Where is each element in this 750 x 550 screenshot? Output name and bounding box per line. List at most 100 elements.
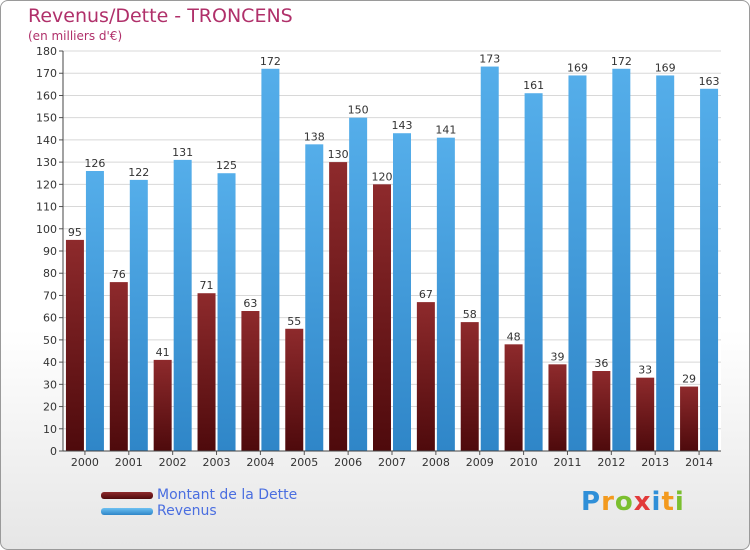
x-tick-label: 2002 (159, 456, 187, 469)
y-tick-label: 90 (43, 245, 57, 258)
x-tick-label: 2007 (378, 456, 406, 469)
data-label: 76 (112, 268, 126, 281)
y-tick-label: 170 (36, 67, 57, 80)
bar-revenus (568, 75, 587, 451)
x-tick-label: 2006 (334, 456, 362, 469)
bar-dette (592, 371, 611, 451)
x-tick-label: 2009 (466, 456, 494, 469)
y-tick-label: 40 (43, 356, 57, 369)
data-label: 95 (68, 226, 82, 239)
bar-revenus (393, 133, 411, 451)
bar-revenus (524, 93, 543, 451)
y-tick-label: 80 (43, 267, 57, 280)
data-label: 36 (594, 357, 608, 370)
y-tick-label: 10 (43, 423, 57, 436)
legend-label-dette: Montant de la Dette (157, 487, 298, 503)
bar-dette (197, 293, 216, 451)
x-tick-label: 2004 (246, 456, 274, 469)
y-tick-label: 0 (50, 445, 57, 458)
y-tick-label: 30 (43, 378, 57, 391)
bar-dette (285, 328, 304, 451)
brand-letter: t (661, 487, 675, 517)
data-label: 143 (392, 119, 413, 132)
data-label: 125 (216, 159, 237, 172)
bar-dette (373, 184, 391, 452)
brand-logo: Proxiti (581, 487, 685, 517)
bar-revenus (700, 88, 719, 452)
y-tick-label: 160 (36, 89, 57, 102)
x-tick-label: 2011 (553, 456, 581, 469)
data-label: 48 (507, 330, 521, 343)
x-tick-label: 2013 (641, 456, 669, 469)
data-label: 141 (435, 124, 456, 137)
y-tick-label: 60 (43, 312, 57, 325)
y-tick-label: 50 (43, 334, 57, 347)
bar-revenus (261, 68, 280, 452)
bar-dette (65, 239, 84, 451)
bar-dette (153, 359, 172, 451)
data-label: 33 (638, 364, 652, 377)
y-tick-label: 100 (36, 223, 57, 236)
bar-revenus (85, 171, 104, 451)
data-label: 41 (156, 346, 170, 359)
x-tick-label: 2003 (203, 456, 231, 469)
legend-swatch-dette (101, 492, 153, 499)
data-label: 163 (699, 75, 720, 88)
legend-swatch-revenus (101, 508, 153, 515)
bar-revenus (349, 117, 368, 452)
data-label: 58 (463, 308, 477, 321)
bar-revenus (305, 144, 324, 452)
data-label: 67 (419, 288, 433, 301)
bar-dette (548, 364, 567, 451)
x-tick-label: 2000 (71, 456, 99, 469)
bar-dette (329, 162, 348, 451)
bar-revenus (612, 68, 631, 452)
x-tick-label: 2012 (597, 456, 625, 469)
bar-dette (504, 344, 523, 451)
y-tick-label: 180 (36, 45, 57, 58)
data-label: 172 (611, 55, 632, 68)
data-label: 173 (479, 53, 500, 66)
y-tick-label: 150 (36, 112, 57, 125)
x-tick-label: 2010 (510, 456, 538, 469)
chart-subtitle: (en milliers d'€) (28, 29, 123, 43)
data-label: 138 (304, 130, 325, 143)
data-label: 120 (372, 170, 393, 183)
data-label: 71 (200, 279, 214, 292)
data-label: 63 (243, 297, 257, 310)
data-label: 126 (84, 157, 105, 170)
y-tick-label: 70 (43, 289, 57, 302)
x-tick-label: 2001 (115, 456, 143, 469)
bar-dette (109, 282, 128, 451)
data-label: 130 (328, 148, 349, 161)
y-tick-label: 140 (36, 134, 57, 147)
data-label: 55 (287, 315, 301, 328)
brand-letter: r (601, 487, 615, 517)
chart-title: Revenus/Dette - TRONCENS (28, 5, 293, 27)
bar-revenus (173, 159, 192, 451)
bar-revenus (436, 137, 455, 451)
x-tick-label: 2008 (422, 456, 450, 469)
bar-revenus (656, 75, 675, 451)
legend-label-revenus: Revenus (157, 503, 217, 519)
brand-letter: i (651, 487, 662, 517)
data-label: 169 (655, 61, 676, 74)
bar-dette (460, 322, 479, 451)
data-label: 172 (260, 55, 281, 68)
brand-letter: x (633, 487, 652, 517)
bar-revenus (129, 179, 148, 451)
y-tick-label: 120 (36, 178, 57, 191)
x-tick-label: 2005 (290, 456, 318, 469)
brand-letter: P (581, 487, 602, 517)
bar-revenus (480, 66, 499, 452)
data-label: 29 (682, 373, 696, 386)
bar-dette (636, 377, 655, 451)
data-label: 150 (348, 104, 369, 117)
bar-revenus (217, 173, 236, 451)
y-tick-label: 110 (36, 201, 57, 214)
data-label: 161 (523, 79, 544, 92)
x-tick-label: 2014 (685, 456, 713, 469)
bar-dette (416, 302, 435, 451)
